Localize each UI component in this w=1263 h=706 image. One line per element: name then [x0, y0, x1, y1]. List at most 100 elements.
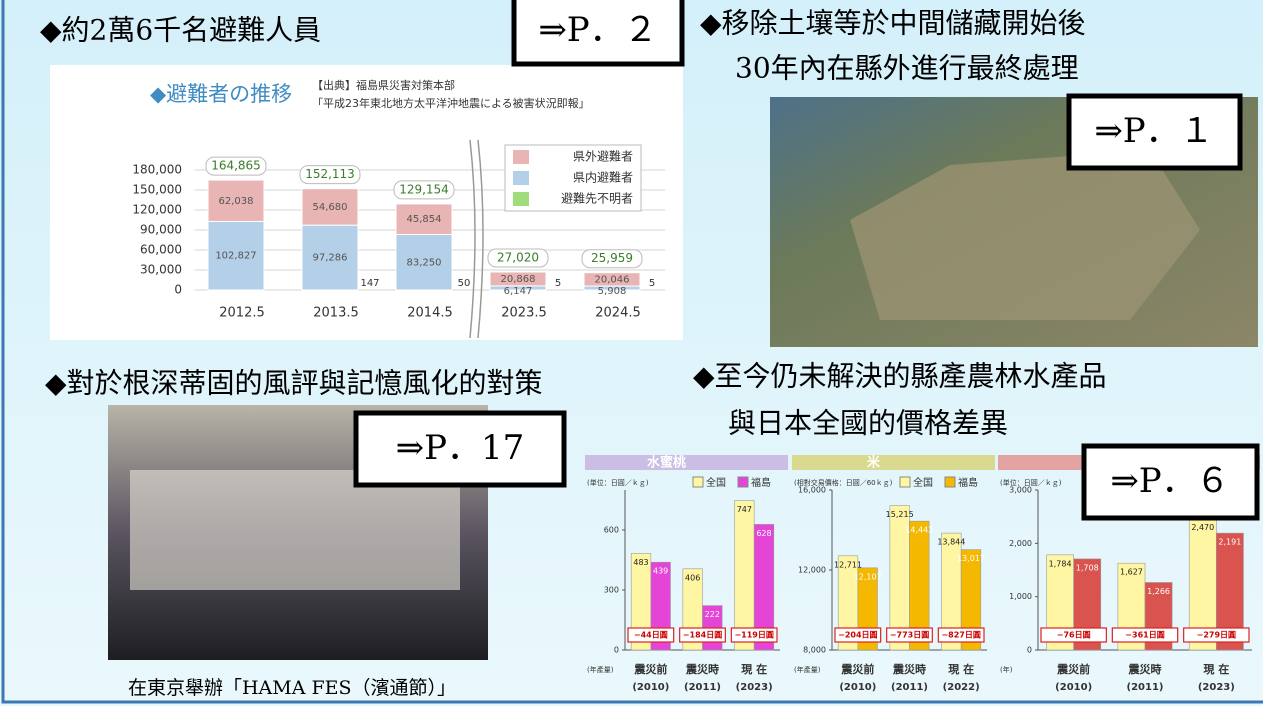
y-tick-label: 60,000	[140, 243, 182, 257]
value-label: 483	[633, 558, 648, 567]
value-label: 6,147	[504, 286, 533, 297]
y-tick-label: 150,000	[132, 183, 182, 197]
value-label: 12,107	[854, 572, 882, 581]
y-tick-label: 2,000	[1009, 539, 1032, 548]
x-tick-year: (2010)	[632, 682, 669, 693]
x-tick-label: 震災前	[1056, 662, 1090, 676]
slide: ◆約2萬6千名避難人員 ◆移除土壤等於中間儲藏開始後 30年內在縣外進行最終處理…	[0, 0, 1263, 706]
value-label: 5	[555, 278, 561, 289]
y-tick-label: 0	[614, 646, 619, 655]
chart-title: ◆避難者の推移	[150, 82, 292, 106]
value-label: 102,827	[215, 251, 256, 262]
source: 【出典】福島県災害対策本部	[312, 78, 455, 92]
ref-text: ⇒P．１	[1094, 111, 1213, 151]
x-tick-label: 2012.5	[219, 306, 265, 321]
ref-text: ⇒P．６	[1110, 461, 1229, 501]
legend-swatch	[693, 477, 703, 487]
value-label: 50	[458, 278, 471, 289]
x-axis-label: (年產量)	[587, 665, 614, 674]
x-axis-label: (年產量)	[794, 665, 821, 674]
x-tick-label: 現 在	[1203, 662, 1229, 676]
ref-text: ⇒P．２	[538, 10, 657, 50]
value-label: 5,908	[598, 286, 627, 297]
diff-label: −773日圓	[890, 630, 929, 640]
chart-title: 米	[867, 455, 881, 471]
legend-swatch	[513, 171, 529, 185]
legend-swatch	[945, 477, 955, 487]
x-tick-year: (2010)	[839, 682, 876, 693]
value-label: 62,038	[219, 196, 254, 207]
y-tick-label: 8,000	[803, 646, 826, 655]
value-label: 13,017	[957, 554, 985, 563]
x-tick-label: 2013.5	[313, 306, 359, 321]
value-label: 83,250	[407, 257, 442, 268]
y-tick-label: 120,000	[132, 203, 182, 217]
value-label: 2,470	[1191, 523, 1214, 532]
total-label: 129,154	[399, 182, 449, 196]
ref-text: ⇒P．17	[396, 428, 525, 468]
diff-label: −827日圓	[941, 630, 980, 640]
value-label: 406	[685, 573, 700, 582]
legend-swatch	[900, 477, 910, 487]
legend-label: 福島	[958, 476, 978, 489]
heading: ◆對於根深蒂固的風評與記憶風化的對策	[45, 367, 543, 400]
y-tick-label: 16,000	[798, 486, 826, 495]
value-label: 97,286	[313, 253, 348, 264]
heading: ◆至今仍未解決的縣產農林水產品	[693, 360, 1107, 393]
value-label: 20,046	[595, 274, 630, 285]
x-tick-label: 震災前	[840, 662, 874, 676]
y-tick-label: 30,000	[140, 263, 182, 277]
x-tick-label: 現 在	[948, 662, 974, 676]
diff-label: −76日圓	[1057, 630, 1091, 640]
value-label: 747	[737, 505, 752, 514]
x-tick-year: (2011)	[684, 682, 721, 693]
value-label: 54,680	[313, 202, 348, 213]
x-tick-year: (2010)	[1055, 682, 1092, 693]
value-label: 628	[756, 529, 771, 538]
diff-label: −44日圓	[634, 630, 668, 640]
legend-swatch	[513, 150, 529, 164]
legend-label: 県外避難者	[573, 149, 633, 164]
value-label: 15,215	[886, 510, 914, 519]
page: ◆約2萬6千名避難人員 ◆移除土壤等於中間儲藏開始後 30年內在縣外進行最終處理…	[0, 0, 1263, 706]
legend-label: 県内避難者	[573, 170, 633, 185]
x-tick-label: 2023.5	[501, 306, 547, 321]
heading: ◆約2萬6千名避難人員	[40, 14, 321, 47]
x-tick-label: 2014.5	[407, 306, 453, 321]
y-tick-label: 12,000	[798, 566, 826, 575]
value-label: 1,266	[1147, 587, 1170, 596]
x-tick-label: 2024.5	[595, 306, 641, 321]
unit: (単位：日圓／ｋｇ)	[587, 478, 649, 487]
value-label: 20,868	[501, 274, 536, 285]
x-tick-label: 震災時	[685, 662, 719, 676]
y-tick-label: 0	[174, 283, 182, 297]
legend-label: 避難先不明者	[561, 191, 633, 206]
diff-label: −204日圓	[838, 630, 877, 640]
legend-label: 全国	[913, 476, 933, 489]
value-label: 1,708	[1076, 563, 1099, 572]
value-label: 2,191	[1218, 538, 1241, 547]
heading: ◆移除土壤等於中間儲藏開始後	[700, 7, 1086, 40]
x-tick-year: (2011)	[891, 682, 928, 693]
x-axis-label: (年)	[1000, 665, 1013, 674]
value-label: 45,854	[407, 214, 442, 225]
y-tick-label: 300	[604, 586, 619, 595]
heading: 30年內在縣外進行最終處理	[735, 52, 1079, 85]
x-tick-year: (2023)	[1198, 682, 1235, 693]
total-label: 152,113	[305, 167, 355, 181]
diff-label: −361日圓	[1125, 630, 1164, 640]
total-label: 25,959	[591, 251, 633, 265]
diff-label: −119日圓	[734, 630, 773, 640]
y-tick-label: 1,000	[1009, 592, 1032, 601]
diff-label: −279日圓	[1197, 630, 1236, 640]
x-tick-year: (2023)	[736, 682, 773, 693]
y-tick-label: 600	[604, 526, 619, 535]
legend-swatch	[513, 192, 529, 206]
value-label: 13,844	[937, 538, 965, 547]
chart-header	[585, 455, 788, 470]
heading: 與日本全國的價格差異	[728, 407, 1008, 440]
value-label: 439	[653, 567, 668, 576]
chart-header	[792, 455, 995, 470]
value-label: 5	[649, 278, 655, 289]
value-label: 147	[360, 278, 379, 289]
